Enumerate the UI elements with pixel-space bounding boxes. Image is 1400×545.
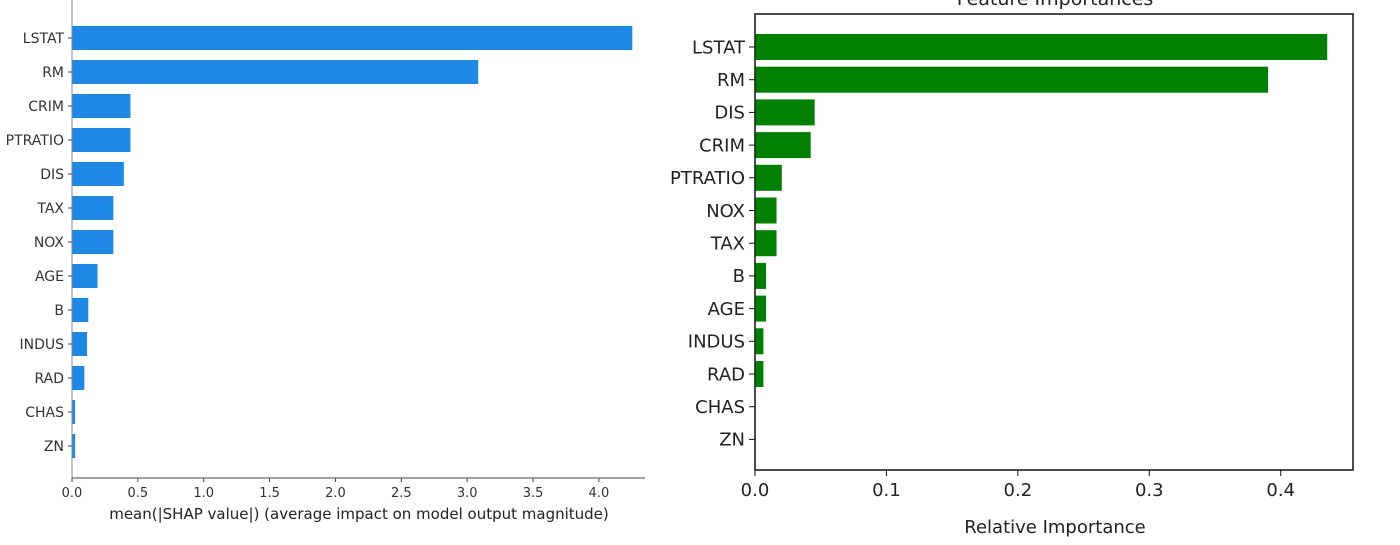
right-xtick-label: 0.2: [1004, 480, 1033, 501]
right-category-label: NOX: [706, 201, 745, 222]
left-category-label: RAD: [34, 371, 64, 387]
left-category-label: B: [54, 303, 64, 319]
left-category-label: TAX: [36, 201, 64, 217]
left-category-label: DIS: [40, 167, 64, 183]
left-bar-age: [72, 264, 98, 288]
right-category-label: CRIM: [699, 135, 745, 156]
right-x-ticks: 0.0 0.1 0.2 0.3 0.4: [741, 470, 1295, 501]
right-bars-group: [755, 34, 1328, 387]
left-x-ticks: 0.0 0.5 1.0 1.5 2.0 2.5 3.0 3.5 4.0: [62, 478, 610, 501]
left-category-label: LSTAT: [23, 31, 65, 47]
left-xtick-label: 1.0: [193, 486, 214, 501]
right-category-label: RM: [717, 70, 745, 91]
right-category-label: DIS: [714, 103, 745, 124]
left-category-label: PTRATIO: [6, 133, 64, 149]
right-xtick-label: 0.0: [741, 480, 770, 501]
right-category-label: AGE: [708, 299, 745, 320]
left-bar-lstat: [72, 26, 633, 50]
right-category-label: RAD: [707, 364, 745, 385]
left-bar-indus: [72, 332, 87, 356]
left-x-axis-label: mean(|SHAP value|) (average impact on mo…: [109, 505, 609, 523]
left-category-label: CRIM: [28, 99, 64, 115]
left-category-labels: LSTAT RM CRIM PTRATIO DIS TAX NOX AGE B INDUS RAD C…: [6, 31, 72, 455]
left-bar-zn: [72, 434, 76, 458]
right-xtick-label: 0.3: [1135, 480, 1164, 501]
right-plot-frame: [754, 13, 1354, 471]
left-bar-rad: [72, 366, 85, 390]
right-category-label: B: [733, 266, 745, 287]
right-bar-lstat: [755, 34, 1328, 60]
right-category-label: TAX: [710, 234, 745, 255]
right-xtick-label: 0.1: [872, 480, 901, 501]
right-xtick-label: 0.4: [1266, 480, 1295, 501]
right-chart-title: Feature Importances: [957, 0, 1154, 10]
right-category-label: ZN: [719, 430, 745, 451]
left-bar-nox: [72, 230, 114, 254]
left-xtick-label: 2.5: [391, 486, 412, 501]
left-bar-rm: [72, 60, 479, 84]
left-category-label: CHAS: [25, 405, 64, 421]
feature-importance-chart: Feature Importances LSTAT RM DIS CRIM PTRATI…: [670, 0, 1354, 538]
right-bar-indus: [755, 328, 764, 355]
shap-importance-chart: LSTAT RM CRIM PTRATIO DIS TAX NOX AGE B INDUS RAD C…: [6, 0, 645, 523]
left-xtick-label: 1.5: [259, 486, 280, 501]
right-bar-b: [755, 262, 767, 289]
left-xtick-label: 4.0: [589, 486, 610, 501]
left-category-label: NOX: [34, 235, 65, 251]
right-category-label: PTRATIO: [670, 168, 745, 189]
left-category-label: AGE: [35, 269, 64, 285]
right-category-label: INDUS: [688, 332, 745, 353]
left-category-label: INDUS: [19, 337, 64, 353]
left-category-label: ZN: [44, 439, 64, 455]
right-bar-rad: [755, 361, 764, 387]
right-bar-age: [755, 295, 767, 322]
left-bar-ptratio: [72, 128, 131, 152]
right-category-label: CHAS: [695, 397, 745, 418]
left-xtick-label: 2.0: [325, 486, 346, 501]
left-bar-chas: [72, 400, 76, 424]
right-category-labels: LSTAT RM DIS CRIM PTRATIO NOX TAX B AGE INDUS RAD C…: [670, 37, 755, 451]
right-bar-nox: [755, 197, 777, 224]
left-bars-group: [72, 26, 633, 458]
right-bar-ptratio: [755, 164, 782, 191]
left-xtick-label: 0.5: [128, 486, 149, 501]
left-bar-b: [72, 298, 89, 322]
right-category-label: LSTAT: [692, 37, 746, 58]
left-bar-tax: [72, 196, 114, 220]
right-bar-tax: [755, 230, 777, 257]
left-bar-crim: [72, 94, 131, 118]
right-bar-crim: [755, 132, 811, 159]
left-category-label: RM: [42, 65, 64, 81]
left-bar-dis: [72, 162, 124, 186]
right-bar-dis: [755, 99, 815, 126]
left-xtick-label: 3.5: [523, 486, 544, 501]
left-xtick-label: 0.0: [62, 486, 83, 501]
right-x-axis-label: Relative Importance: [964, 517, 1145, 538]
right-bar-rm: [755, 66, 1269, 93]
left-xtick-label: 3.0: [457, 486, 478, 501]
